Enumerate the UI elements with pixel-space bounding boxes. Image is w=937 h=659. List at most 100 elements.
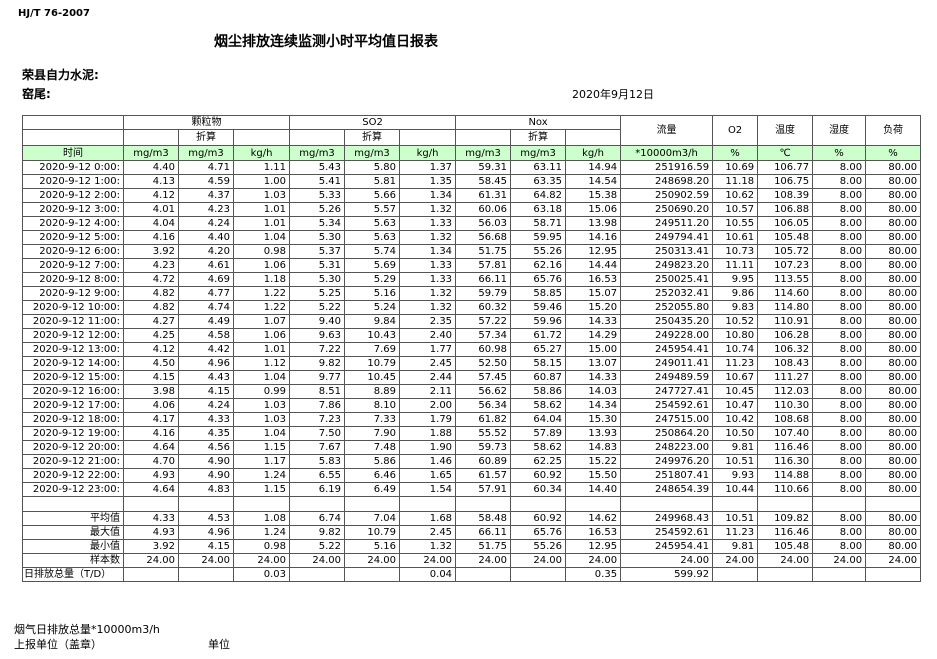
summary-cell: 24.00 bbox=[812, 553, 867, 568]
data-row: 2020-9-12 15:00: 4.15 4.43 1.04 9.77 10.45 2.4… bbox=[22, 370, 922, 385]
data-cell: 8.89 bbox=[344, 384, 401, 399]
summary-cell: 5.22 bbox=[289, 539, 346, 554]
data-cell: 5.24 bbox=[344, 300, 401, 315]
data-cell: 2.45 bbox=[399, 356, 457, 371]
time-cell: 2020-9-12 0:00: bbox=[22, 160, 124, 175]
data-cell: 5.80 bbox=[344, 160, 401, 175]
data-cell: 8.10 bbox=[344, 398, 401, 413]
data-cell: 1.24 bbox=[232, 468, 291, 483]
data-cell: 248223.00 bbox=[620, 440, 714, 455]
data-cell: 1.34 bbox=[399, 188, 457, 203]
data-cell: 6.55 bbox=[289, 468, 346, 483]
unit-header: mg/m3 bbox=[510, 145, 567, 161]
data-cell: 113.55 bbox=[757, 272, 814, 287]
data-cell: 7.23 bbox=[289, 412, 346, 427]
header-row: 颗粒物 SO2 Nox 流量 O2 温度 湿度 负荷 bbox=[22, 115, 922, 146]
summary-cell: 24.00 bbox=[865, 553, 922, 568]
data-cell: 14.16 bbox=[565, 230, 622, 245]
data-cell: 1.01 bbox=[232, 342, 291, 357]
data-cell: 250313.41 bbox=[620, 244, 714, 259]
data-cell: 10.55 bbox=[712, 216, 759, 231]
data-cell: 4.24 bbox=[178, 216, 234, 231]
summary-cell: 4.53 bbox=[178, 511, 234, 526]
data-row: 2020-9-12 13:00: 4.12 4.42 1.01 7.22 7.69 1.77… bbox=[22, 342, 922, 357]
time-cell: 2020-9-12 12:00: bbox=[22, 328, 124, 343]
data-cell: 7.69 bbox=[344, 342, 401, 357]
blank-row bbox=[22, 496, 922, 512]
empty-cell bbox=[812, 496, 867, 512]
summary-cell: 24.00 bbox=[712, 553, 759, 568]
data-cell: 11.23 bbox=[712, 356, 759, 371]
data-cell: 10.50 bbox=[712, 426, 759, 441]
data-cell: 5.30 bbox=[289, 272, 346, 287]
data-cell: 80.00 bbox=[865, 342, 922, 357]
data-cell: 4.40 bbox=[123, 160, 179, 175]
data-row: 2020-9-12 14:00: 4.50 4.96 1.12 9.82 10.79 2.4… bbox=[22, 356, 922, 371]
data-cell: 8.00 bbox=[812, 398, 867, 413]
data-cell: 1.22 bbox=[232, 286, 291, 301]
data-cell: 4.33 bbox=[178, 412, 234, 427]
summary-cell: 12.95 bbox=[565, 539, 622, 554]
data-cell: 58.62 bbox=[510, 440, 567, 455]
data-cell: 8.51 bbox=[289, 384, 346, 399]
data-cell: 5.41 bbox=[289, 174, 346, 189]
data-cell: 64.82 bbox=[510, 188, 567, 203]
data-cell: 57.34 bbox=[455, 328, 512, 343]
data-cell: 10.43 bbox=[344, 328, 401, 343]
data-cell: 6.49 bbox=[344, 482, 401, 497]
summary-cell: 24.00 bbox=[757, 553, 814, 568]
data-cell: 57.45 bbox=[455, 370, 512, 385]
data-cell: 3.98 bbox=[123, 384, 179, 399]
data-cell: 14.40 bbox=[565, 482, 622, 497]
data-cell: 57.22 bbox=[455, 314, 512, 329]
data-cell: 248698.20 bbox=[620, 174, 714, 189]
data-cell: 8.00 bbox=[812, 160, 867, 175]
data-cell: 4.74 bbox=[178, 300, 234, 315]
data-cell: 4.58 bbox=[178, 328, 234, 343]
data-cell: 4.70 bbox=[123, 454, 179, 469]
data-cell: 10.45 bbox=[712, 384, 759, 399]
data-cell: 4.56 bbox=[178, 440, 234, 455]
data-cell: 4.50 bbox=[123, 356, 179, 371]
time-cell: 2020-9-12 20:00: bbox=[22, 440, 124, 455]
data-cell: 9.81 bbox=[712, 440, 759, 455]
summary-cell: 105.48 bbox=[757, 539, 814, 554]
data-cell: 8.00 bbox=[812, 314, 867, 329]
data-cell: 10.73 bbox=[712, 244, 759, 259]
column-header: 温度 bbox=[757, 115, 814, 146]
data-cell: 251807.41 bbox=[620, 468, 714, 483]
data-cell: 5.22 bbox=[289, 300, 346, 315]
summary-cell: 24.00 bbox=[344, 553, 401, 568]
data-cell: 63.18 bbox=[510, 202, 567, 217]
data-cell: 4.96 bbox=[178, 356, 234, 371]
unit-header: % bbox=[865, 145, 922, 161]
empty-cell bbox=[178, 496, 234, 512]
data-cell: 106.75 bbox=[757, 174, 814, 189]
time-cell: 2020-9-12 2:00: bbox=[22, 188, 124, 203]
time-cell: 2020-9-12 18:00: bbox=[22, 412, 124, 427]
summary-cell: 4.96 bbox=[178, 525, 234, 540]
data-cell: 106.88 bbox=[757, 202, 814, 217]
time-cell: 2020-9-12 10:00: bbox=[22, 300, 124, 315]
data-row: 2020-9-12 18:00: 4.17 4.33 1.03 7.23 7.33 1.79… bbox=[22, 412, 922, 427]
data-cell: 4.24 bbox=[178, 398, 234, 413]
empty-cell bbox=[178, 567, 234, 582]
data-cell: 14.83 bbox=[565, 440, 622, 455]
data-cell: 58.45 bbox=[455, 174, 512, 189]
summary-cell: 11.23 bbox=[712, 525, 759, 540]
summary-cell: 5.16 bbox=[344, 539, 401, 554]
data-cell: 1.88 bbox=[399, 426, 457, 441]
data-cell: 12.95 bbox=[565, 244, 622, 259]
time-cell: 2020-9-12 13:00: bbox=[22, 342, 124, 357]
data-cell: 15.06 bbox=[565, 202, 622, 217]
summary-cell: 8.00 bbox=[812, 539, 867, 554]
data-cell: 8.00 bbox=[812, 454, 867, 469]
data-cell: 2.00 bbox=[399, 398, 457, 413]
empty-cell bbox=[757, 496, 814, 512]
data-cell: 254592.61 bbox=[620, 398, 714, 413]
data-cell: 9.40 bbox=[289, 314, 346, 329]
data-cell: 8.00 bbox=[812, 356, 867, 371]
data-row: 2020-9-12 6:00: 3.92 4.20 0.98 5.37 5.74 1.34 5… bbox=[22, 244, 922, 259]
data-row: 2020-9-12 3:00: 4.01 4.23 1.01 5.26 5.57 1.32 6… bbox=[22, 202, 922, 217]
